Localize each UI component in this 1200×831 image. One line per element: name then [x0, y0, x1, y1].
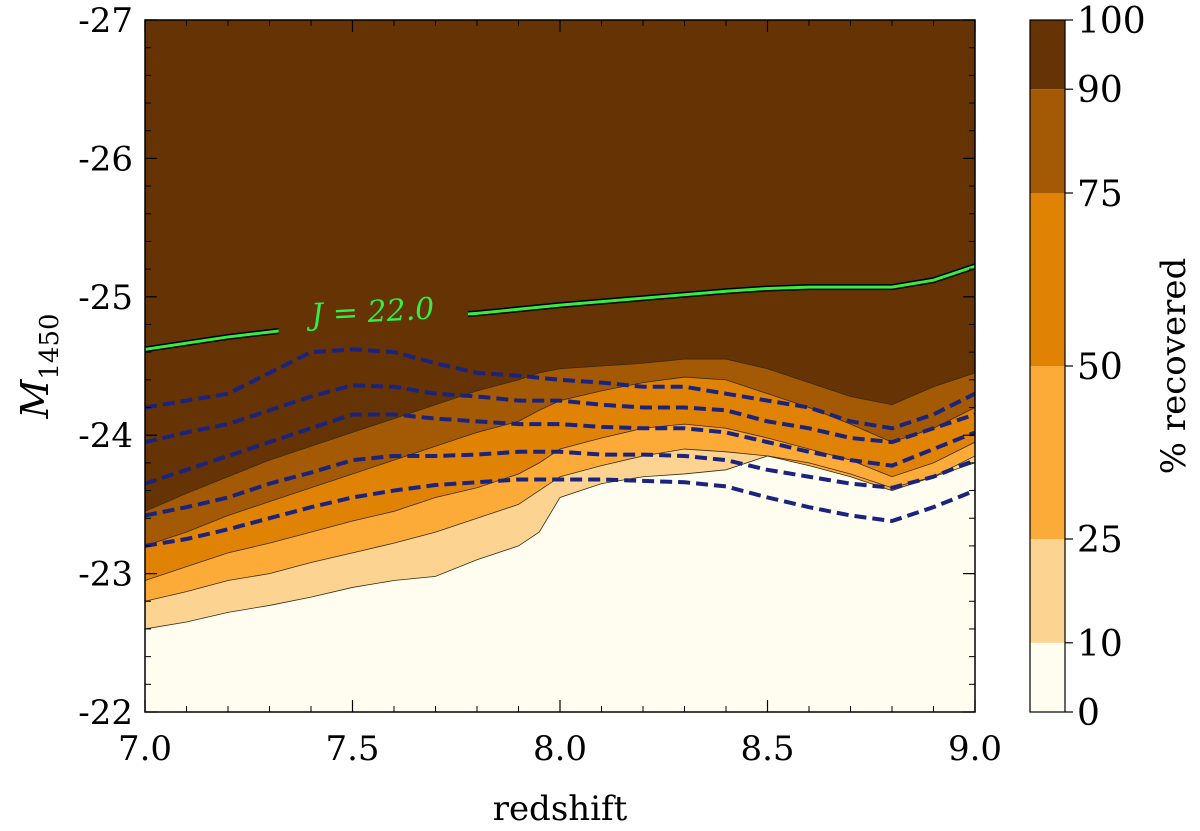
x-tick-label: 7.0: [118, 729, 172, 769]
colorbar-tick-label: 25: [1077, 520, 1123, 561]
contour-boundary-50: [145, 423, 975, 581]
axes: 7.0 7.5 8.0 8.5 9.0 -27 -26 -25 -24 -23 -22 redshif…: [13, 1, 1002, 829]
y-tick-label: -26: [78, 139, 133, 179]
colorbar-tick-label: 90: [1077, 70, 1123, 111]
dashed-contour-3: [145, 412, 975, 486]
y-tick-label: -24: [78, 416, 133, 456]
colorbar-segment-90-100: [1030, 20, 1065, 90]
y-tick-label: -25: [78, 278, 133, 318]
y-tick-label: -22: [78, 693, 133, 733]
band-90-100: [145, 20, 975, 512]
contour-boundary-25: [145, 448, 975, 602]
dashed-contour-1: [145, 347, 975, 431]
dashed-contour-2: [145, 383, 975, 445]
x-axis-label: redshift: [493, 789, 628, 829]
colorbar-segment-50-75: [1030, 193, 1065, 366]
colorbar-label: % recovered: [1154, 258, 1194, 474]
contour-boundary-10: [145, 455, 975, 630]
plot-area: J = 22.0: [145, 20, 975, 712]
dashed-contour-4: [145, 449, 975, 518]
y-tick-label: -23: [78, 555, 133, 595]
dashed-contour-5: [145, 477, 975, 548]
x-tick-label: 9.0: [948, 729, 1002, 769]
j-limit-label: J = 22.0: [304, 292, 435, 334]
y-axis-label: M1450: [13, 313, 65, 419]
j-limit-label-gap: [277, 290, 469, 335]
x-tick-label: 8.5: [740, 729, 794, 769]
colorbar-tick-label: 10: [1077, 624, 1123, 665]
colorbar: 0 10 25 50 75 90 100 % recovered: [1029, 1, 1194, 734]
colorbar-segment-25-50: [1030, 366, 1065, 539]
contour-boundary-90: [145, 358, 975, 512]
colorbar-tick-label: 75: [1077, 174, 1123, 215]
x-tick-label: 7.5: [325, 729, 379, 769]
colorbar-tick-label: 100: [1077, 1, 1146, 42]
colorbar-segment-10-25: [1030, 539, 1065, 643]
colorbar-segment-0-10: [1030, 642, 1065, 712]
y-tick-label: -27: [78, 1, 133, 41]
colorbar-segment-75-90: [1030, 89, 1065, 193]
x-tick-label: 8.0: [533, 729, 587, 769]
colorbar-tick-label: 50: [1077, 347, 1123, 388]
colorbar-tick-label: 0: [1077, 693, 1100, 734]
